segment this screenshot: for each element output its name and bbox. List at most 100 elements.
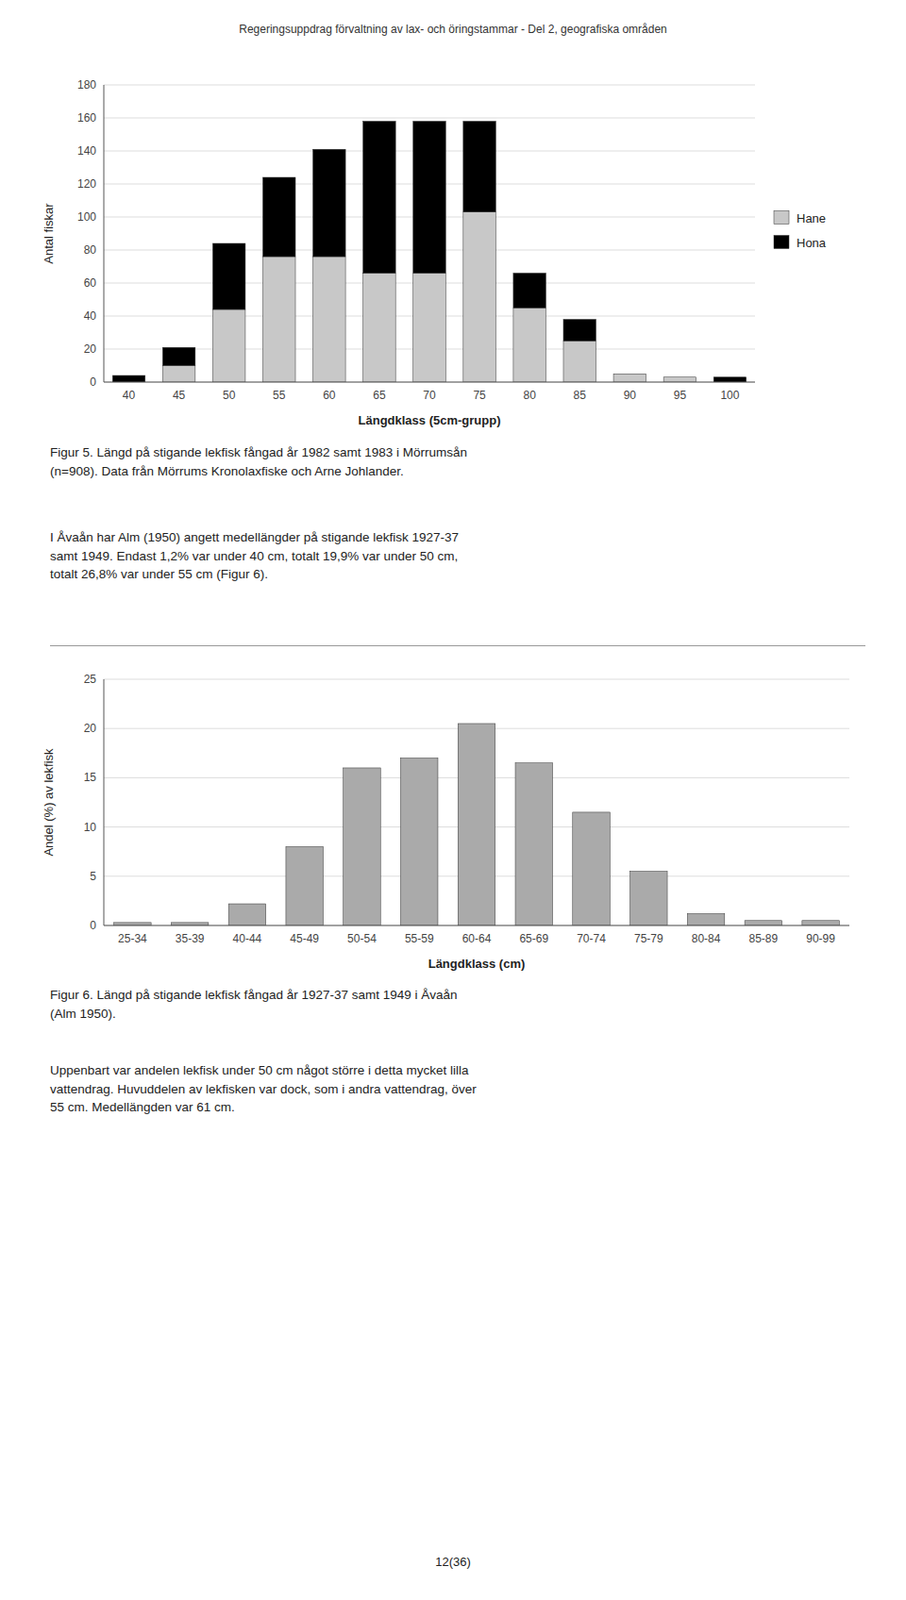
x-tick-label: 80-84 [691,932,722,946]
bar [363,121,397,274]
body-text: Uppenbart var andelen lekfisk under 50 c… [50,1061,862,1118]
bar [513,273,547,309]
bar [313,256,347,383]
x-axis [103,925,850,927]
legend-swatch [773,211,789,225]
x-tick-label: 40 [122,388,136,403]
bar [802,921,840,926]
bar [400,758,438,926]
grid-line [103,117,755,119]
y-tick-label: 15 [83,771,98,785]
bar [212,309,246,383]
y-axis [103,679,105,926]
bar [744,921,783,926]
x-tick-label: 55 [272,388,286,403]
bar [313,149,347,257]
x-tick-label: 45-49 [289,932,319,946]
bar [212,243,246,310]
y-tick-label: 80 [83,243,98,257]
bar [663,377,697,383]
bars [114,723,840,926]
legend-swatch [773,235,789,250]
bar [613,373,647,375]
x-tick-label: 75-79 [634,932,664,946]
bars [112,121,746,384]
bar [413,121,447,274]
y-axis-label: Andel (%) av lekfisk [41,748,56,857]
chart: 051015202525-3435-3940-4445-4950-5455-59… [37,660,869,978]
separator [50,645,866,647]
y-tick-label: 120 [77,177,97,191]
bar [363,273,397,384]
y-tick-label: 40 [83,309,98,323]
y-tick-label: 180 [77,78,97,92]
x-tick-label: 60 [322,388,336,403]
y-tick-label: 10 [83,821,98,835]
bar [513,307,547,383]
bar [463,121,496,213]
bar [663,376,697,378]
y-tick-label: 0 [89,375,97,389]
legend-label: Hane [796,211,826,226]
x-tick-label: 85-89 [748,932,778,946]
y-tick-label: 5 [89,870,97,884]
bar [457,723,496,926]
x-axis-label: Längdklass (5cm-grupp) [358,413,502,428]
x-tick-label: 80 [522,388,537,403]
x-tick-label: 50-54 [347,932,377,946]
bar [343,768,382,926]
bar [463,212,496,383]
x-tick-label: 95 [673,388,688,403]
y-tick-label: 25 [83,672,98,687]
x-axis [103,382,755,384]
x-tick-label: 90 [623,388,638,403]
x-tick-label: 65 [372,388,386,403]
x-tick-label: 90-99 [805,932,836,946]
page-header: Regeringsuppdrag förvaltning av lax- och… [0,22,906,36]
y-tick-label: 60 [83,276,98,290]
bar [563,340,597,383]
y-axis-label: Antal fiskar [41,202,56,265]
grid-line [103,679,850,681]
bar [228,904,267,926]
chart: 0 20 40 60 80 100 120 140 160 180 40 45 50 55 60 65 70 75… [37,66,869,435]
bar [572,812,611,926]
bar [687,913,725,926]
bar [630,872,669,926]
bar [413,273,447,384]
legend-label: Hona [796,235,827,251]
x-tick-label: 65-69 [519,932,549,946]
grid-line [103,382,755,384]
y-tick-label: 160 [77,111,97,125]
grid-line [103,84,755,86]
body-text: I Åvaån har Alm (1950) angett medellängd… [50,528,862,585]
x-tick-label: 70 [422,388,437,403]
bar [162,366,196,384]
bar [263,177,297,257]
y-tick-label: 20 [83,342,98,356]
bar [515,763,554,926]
bar [112,375,145,383]
x-tick-label: 25-34 [117,932,148,946]
x-tick-label: 100 [720,388,739,403]
x-tick-label: 45 [172,388,186,403]
bar [162,347,196,366]
x-tick-label: 40-44 [233,932,263,946]
x-axis-label: Längdklass (cm) [428,956,526,972]
x-tick-label: 75 [472,388,487,403]
grid-line [103,925,850,927]
y-tick-label: 140 [77,144,97,158]
y-tick-label: 100 [77,210,97,224]
bar [563,319,597,342]
x-tick-label: 60-64 [462,932,492,946]
x-tick-label: 35-39 [175,932,205,946]
x-tick-label: 50 [222,388,236,403]
bar [285,846,324,926]
bar [713,377,747,383]
caption: Figur 6. Längd på stigande lekfisk fånga… [50,986,862,1024]
y-axis [103,84,105,383]
x-tick-label: 55-59 [404,932,435,946]
bar [263,256,297,383]
y-tick-label: 20 [83,721,98,736]
caption: Figur 5. Längd på stigande lekfisk fånga… [50,443,862,481]
